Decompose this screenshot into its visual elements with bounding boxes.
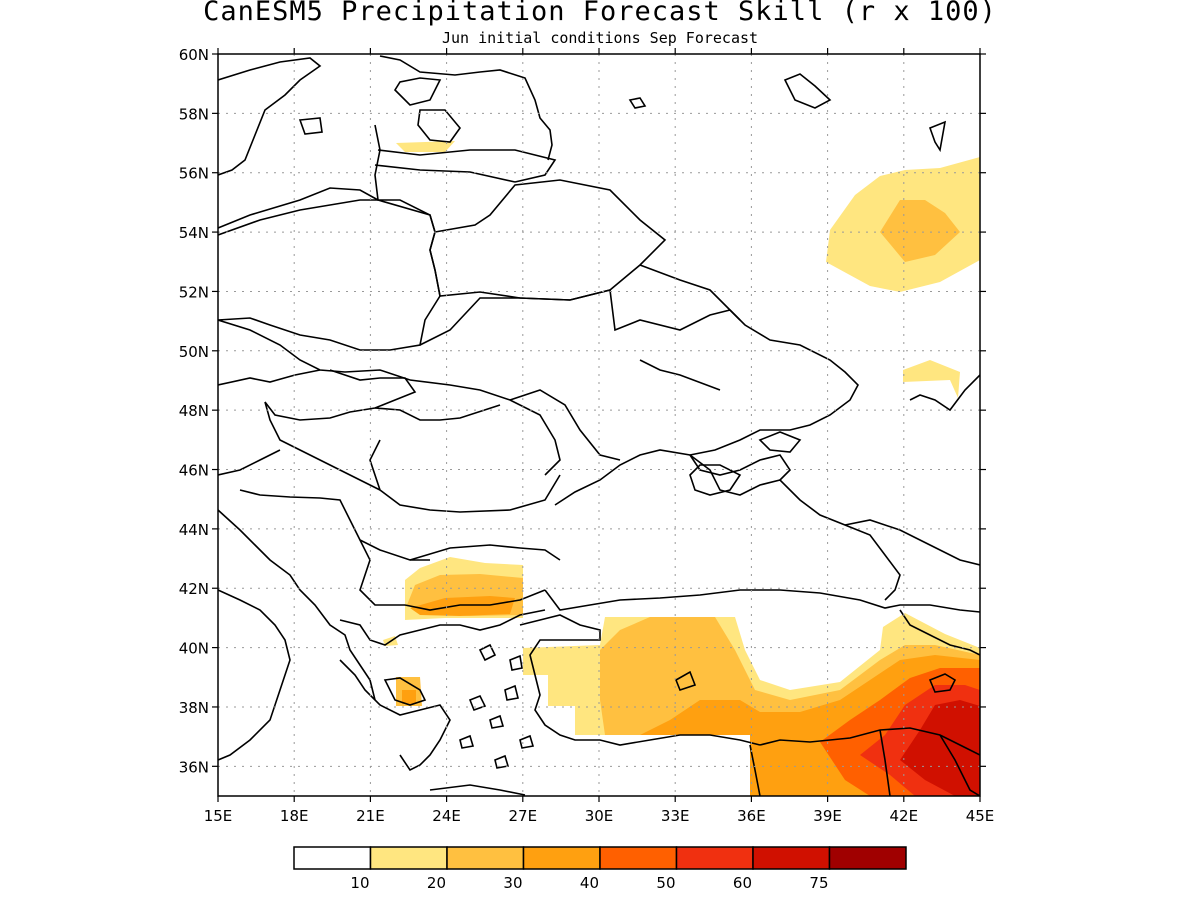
lat-tick-label: 40N (179, 640, 209, 658)
colorbar-label: 60 (733, 874, 752, 892)
lon-tick-label: 39E (813, 807, 842, 825)
lon-tick-label: 27E (509, 807, 538, 825)
colorbar-label: 40 (580, 874, 599, 892)
lat-tick-label: 46N (179, 462, 209, 480)
colorbar-swatch (828, 846, 907, 870)
lat-tick-label: 42N (179, 580, 209, 598)
colorbar-swatch (522, 846, 601, 870)
colorbar-swatch (675, 846, 754, 870)
lon-ticks: 15E 18E 21E 24E 27E 30E 33E 36E 39E 42E 45E (204, 48, 995, 825)
skill-region-russia-inner (880, 200, 960, 262)
colorbar-label: 75 (809, 874, 828, 892)
lat-ticks: 60N 58N 56N 54N 52N 50N 48N 46N 44N 42N 40N 38N 36N (179, 46, 986, 776)
skill-region-anatolia-darkred (900, 700, 980, 796)
lon-tick-label: 33E (661, 807, 690, 825)
coastlines-borders (218, 55, 980, 796)
lon-tick-label: 45E (966, 807, 995, 825)
colorbar-swatch (599, 846, 678, 870)
lon-tick-label: 15E (204, 807, 233, 825)
colorbar-swatch (752, 846, 831, 870)
lat-tick-label: 38N (179, 699, 209, 717)
map-title: CanESM5 Precipitation Forecast Skill (r … (203, 0, 997, 27)
colorbar-label: 50 (656, 874, 675, 892)
lat-tick-label: 48N (179, 402, 209, 420)
skill-region-bulgaria-inner (410, 596, 515, 616)
skill-shading (383, 141, 980, 796)
colorbar-swatch (369, 846, 448, 870)
map-subtitle: Jun initial conditions Sep Forecast (441, 29, 759, 47)
lat-tick-label: 56N (179, 165, 209, 183)
colorbar-label: 10 (350, 874, 369, 892)
lat-tick-label: 58N (179, 105, 209, 123)
lat-tick-label: 36N (179, 758, 209, 776)
lat-tick-label: 44N (179, 521, 209, 539)
colorbar-swatch (446, 846, 525, 870)
skill-region-volga (903, 360, 960, 398)
skill-region-baltic (396, 141, 455, 152)
colorbar: 10 20 30 40 50 60 75 (293, 846, 907, 892)
lon-tick-label: 18E (280, 807, 309, 825)
lon-tick-label: 21E (356, 807, 385, 825)
colorbar-label: 30 (503, 874, 522, 892)
colorbar-swatch (293, 846, 372, 870)
lat-tick-label: 54N (179, 224, 209, 242)
lon-tick-label: 24E (432, 807, 461, 825)
lon-tick-label: 36E (737, 807, 766, 825)
colorbar-label: 20 (427, 874, 446, 892)
lon-tick-label: 30E (585, 807, 614, 825)
lon-tick-label: 42E (890, 807, 919, 825)
lat-tick-label: 60N (179, 46, 209, 64)
lat-tick-label: 52N (179, 283, 209, 301)
skill-region-greece-inner (402, 690, 416, 704)
lat-tick-label: 50N (179, 343, 209, 361)
